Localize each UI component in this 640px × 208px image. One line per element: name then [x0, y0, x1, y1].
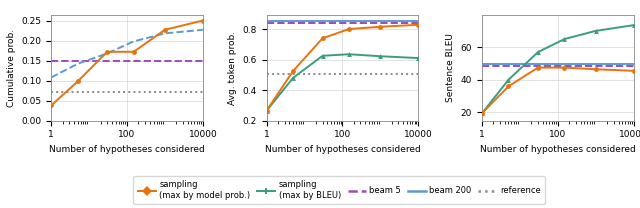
Legend: sampling
(max by model prob.), sampling
(max by BLEU), beam 5, beam 200, referen: sampling (max by model prob.), sampling …: [134, 176, 545, 204]
Y-axis label: Sentence BLEU: Sentence BLEU: [446, 33, 455, 102]
X-axis label: Number of hypotheses considered: Number of hypotheses considered: [264, 145, 420, 154]
X-axis label: Number of hypotheses considered: Number of hypotheses considered: [480, 145, 636, 154]
Y-axis label: Avg. token prob.: Avg. token prob.: [228, 31, 237, 105]
X-axis label: Number of hypotheses considered: Number of hypotheses considered: [49, 145, 205, 154]
Y-axis label: Cumulative prob.: Cumulative prob.: [7, 28, 16, 107]
